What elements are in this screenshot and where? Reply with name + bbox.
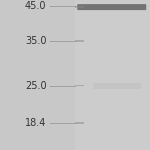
Bar [75,0,150,150]
Bar [93,83,141,89]
Bar [75,6,84,8]
Text: 35.0: 35.0 [25,36,46,46]
Text: 25.0: 25.0 [25,81,46,91]
Bar [75,40,84,42]
Text: 18.4: 18.4 [25,118,46,128]
FancyBboxPatch shape [77,4,146,10]
Bar [75,122,84,124]
Text: 45.0: 45.0 [25,1,46,11]
Bar [75,85,84,86]
Bar [0,0,75,150]
